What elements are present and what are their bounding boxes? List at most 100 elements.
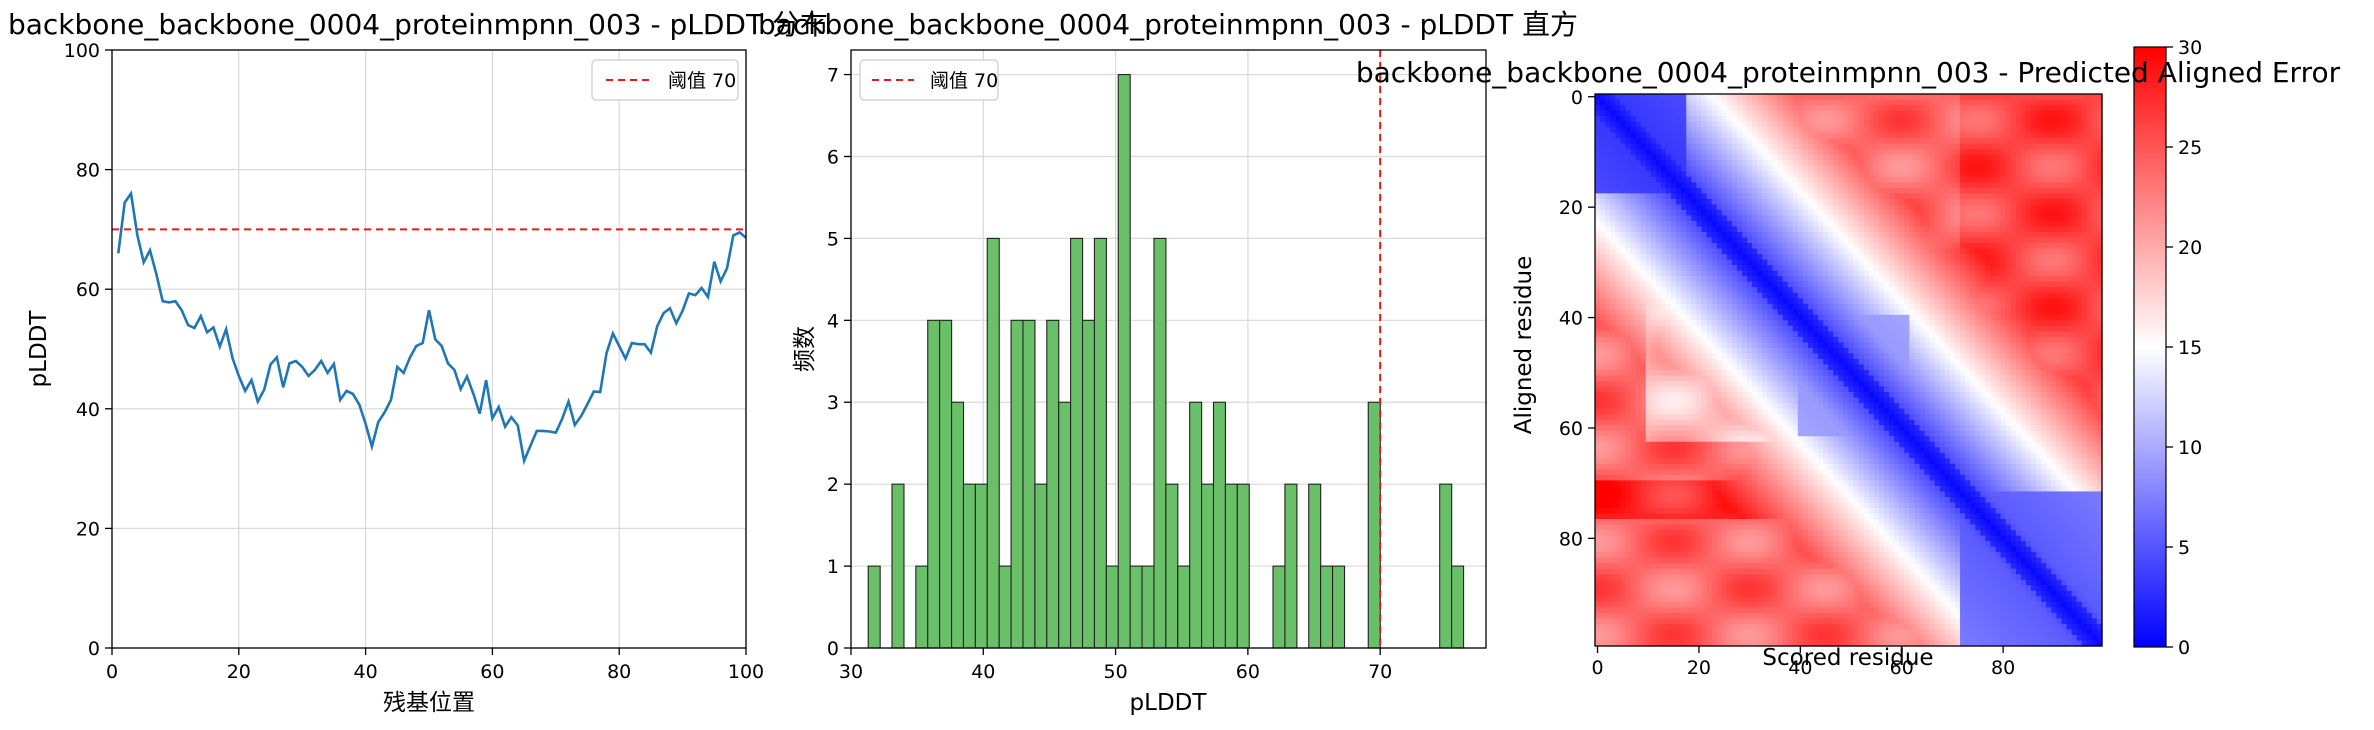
pae-cell [1691, 154, 1697, 161]
pae-cell [1807, 358, 1814, 366]
pae-cell [1853, 336, 1860, 343]
pae-cell [1818, 121, 1824, 128]
pae-cell [1863, 336, 1870, 343]
pae-cell [2005, 353, 2012, 360]
pae-cell [1802, 254, 1809, 261]
pae-cell [1873, 276, 1880, 283]
pae-cell [1965, 171, 1971, 178]
pae-cell [1716, 121, 1723, 128]
pae-cell [1813, 336, 1819, 343]
pae-cell [1909, 105, 1916, 112]
pae-cell [1939, 182, 1946, 189]
pae-cell [1828, 248, 1834, 255]
pae-cell [1929, 182, 1936, 189]
pae-cell [1767, 127, 1774, 134]
pae-cell [1665, 259, 1672, 266]
pae-cell [1868, 342, 1875, 349]
pae-cell [1939, 265, 1946, 272]
pae-cell [1701, 105, 1708, 112]
pae-cell [1863, 138, 1870, 145]
pae-cell [1650, 143, 1657, 150]
pae-cell [1747, 143, 1753, 150]
pae-cell [2051, 94, 2057, 101]
pae-cell [1711, 105, 1718, 112]
pae-cell [1828, 336, 1834, 343]
pae-cell [1665, 154, 1672, 161]
pae-cell [1828, 220, 1834, 228]
pae-cell [1944, 209, 1951, 217]
pae-cell [1701, 215, 1708, 222]
pae-cell [1747, 336, 1753, 343]
pae-cell [1889, 138, 1895, 145]
pae-cell [1797, 154, 1804, 161]
pae-cell [1929, 220, 1936, 228]
pae-cell [1696, 160, 1703, 167]
pae-cell [1873, 265, 1880, 272]
pae-cell [1899, 110, 1905, 117]
pae-cell [1853, 121, 1860, 128]
pae-cell [1595, 165, 1601, 172]
pae-cell [1650, 182, 1657, 189]
pae-cell [1929, 121, 1936, 128]
pae-cell [1752, 154, 1758, 161]
pae-cell [2086, 132, 2093, 139]
line-xtick-label: 0 [106, 661, 118, 683]
pae-cell [1696, 127, 1703, 134]
pae-cell [1691, 232, 1697, 239]
pae-cell [1757, 105, 1763, 112]
pae-cell [1868, 281, 1875, 288]
pae-cell [2091, 298, 2098, 305]
pae-cell [1777, 209, 1784, 217]
pae-cell [1995, 127, 2002, 134]
pae-cell [1660, 165, 1667, 172]
pae-cell [1848, 243, 1855, 250]
pae-cell [1914, 298, 1921, 305]
pae-cell [1797, 215, 1804, 222]
pae-cell [1980, 320, 1986, 327]
pae-cell [1934, 154, 1941, 161]
pae-cell [1843, 138, 1850, 145]
pae-cell [1762, 204, 1768, 211]
pae-cell [1711, 165, 1718, 172]
pae-cell [2081, 276, 2088, 283]
pae-cell [1970, 336, 1976, 343]
pae-cell [2031, 209, 2037, 217]
pae-cell [1838, 132, 1845, 139]
pae-cell [1883, 182, 1890, 189]
pae-cell [1736, 193, 1743, 200]
pae-cell [1995, 303, 2002, 310]
pae-cell [1767, 248, 1774, 255]
pae-cell [1721, 347, 1728, 355]
pae-cell [1650, 127, 1657, 134]
pae-cell [1843, 110, 1850, 117]
pae-cell [2091, 347, 2098, 355]
pae-cell [1853, 232, 1860, 239]
pae-cell [2046, 209, 2052, 217]
pae-cell [1883, 248, 1890, 255]
pae-cell [1828, 259, 1834, 266]
pae-cell [1716, 105, 1723, 112]
pae-cell [1914, 116, 1921, 123]
pae-cell [1985, 237, 1992, 244]
pae-cell [1615, 176, 1621, 183]
pae-cell [1767, 287, 1774, 294]
pae-cell [1980, 110, 1986, 117]
pae-cell [1655, 248, 1662, 255]
pae-cell [1960, 232, 1966, 239]
pae-cell [1990, 298, 1997, 305]
pae-cell [1868, 331, 1875, 338]
pae-cell [2071, 265, 2078, 272]
pae-cell [2005, 143, 2012, 150]
pae-cell [1965, 281, 1971, 288]
pae-cell [1645, 110, 1652, 117]
pae-cell [1752, 110, 1758, 117]
pae-cell [1706, 187, 1713, 194]
pae-cell [2081, 248, 2088, 255]
pae-cell [1828, 160, 1834, 167]
pae-cell [1883, 121, 1890, 128]
pae-cell [1762, 287, 1768, 294]
pae-cell [1716, 154, 1723, 161]
pae-cell [2041, 176, 2047, 183]
pae-cell [1858, 292, 1865, 299]
pae-cell [1655, 215, 1662, 222]
